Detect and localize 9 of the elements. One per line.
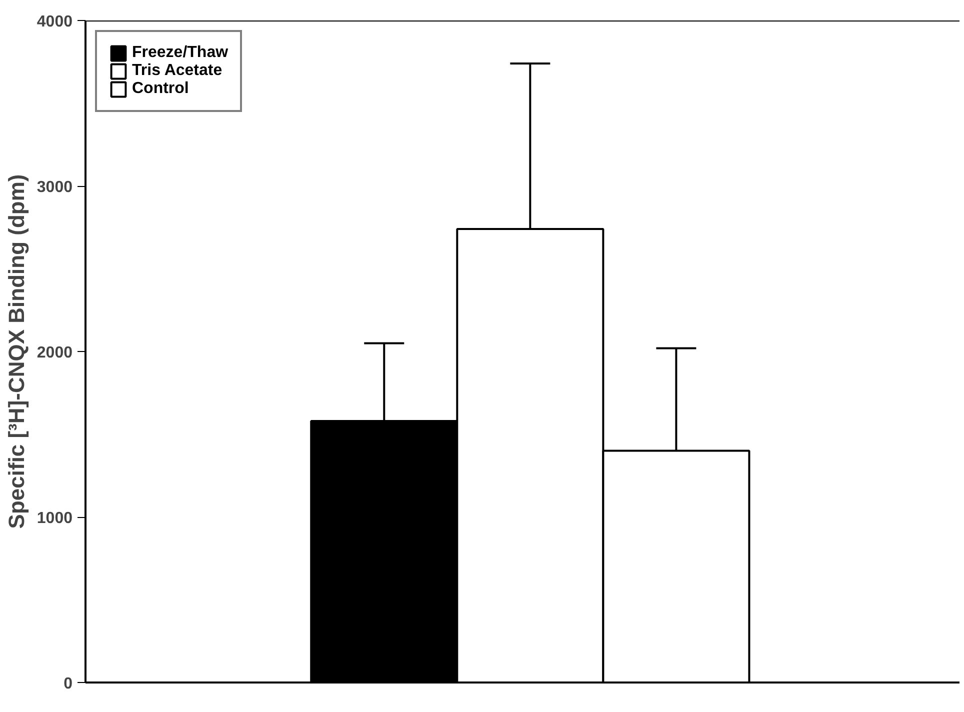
legend-label: Control: [132, 80, 189, 98]
y-tick-label: 3000: [36, 179, 73, 196]
y-tick-label: 1000: [36, 510, 73, 527]
legend-label: Tris Acetate: [132, 62, 222, 80]
legend-label: Freeze/Thaw: [132, 44, 228, 62]
y-tick-label: 0: [64, 676, 73, 692]
y-tick-label: 4000: [36, 14, 73, 30]
y-tick-label: 2000: [36, 344, 73, 362]
y-axis-title: Specific [³H]-CNQX Binding (dpm): [4, 174, 29, 529]
